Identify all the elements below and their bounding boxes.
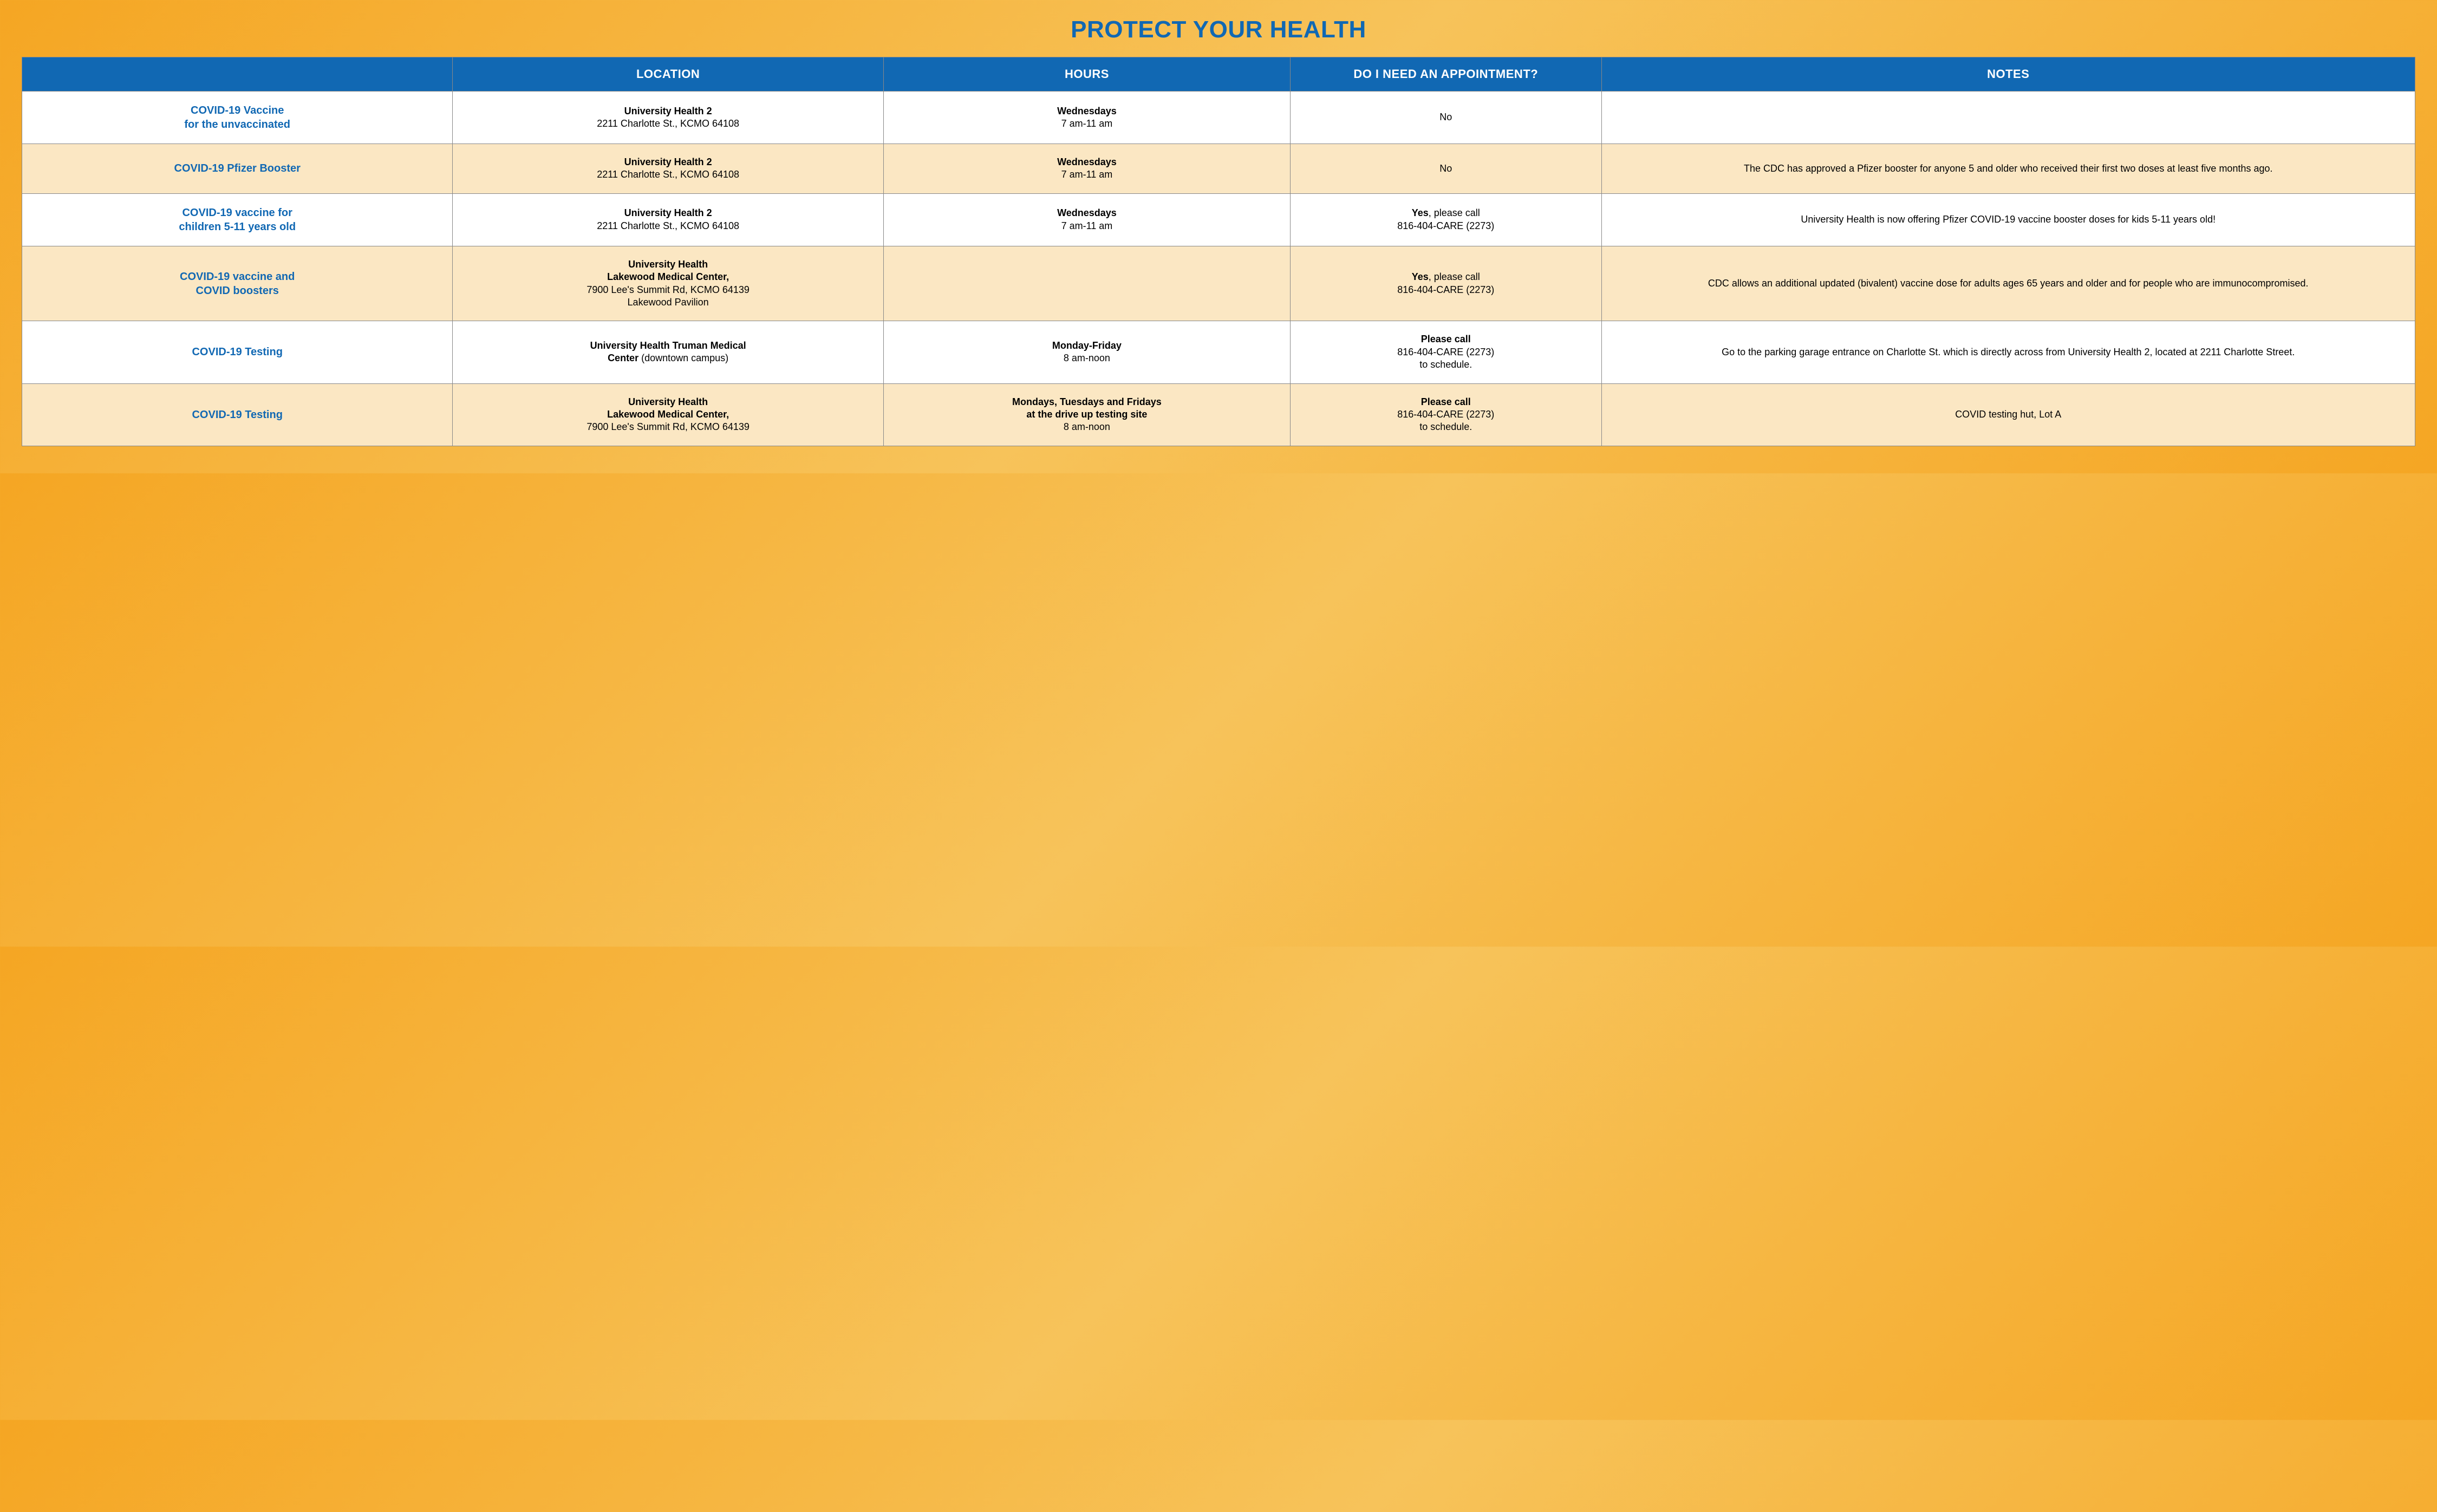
cell-appointment: Please call 816-404-CARE (2273) to sched… — [1291, 321, 1601, 383]
cell-location: University Health 2 2211 Charlotte St., … — [453, 193, 883, 246]
cell-notes: Go to the parking garage entrance on Cha… — [1601, 321, 2415, 383]
cell-service: COVID-19 Pfizer Booster — [22, 144, 453, 194]
cell-notes: The CDC has approved a Pfizer booster fo… — [1601, 144, 2415, 194]
table-row: COVID-19 Testing University Health Lakew… — [22, 383, 2415, 446]
cell-appointment: Please call 816-404-CARE (2273) to sched… — [1291, 383, 1601, 446]
col-header-notes: NOTES — [1601, 57, 2415, 92]
cell-notes: CDC allows an additional updated (bivale… — [1601, 246, 2415, 321]
cell-hours: Monday-Friday 8 am-noon — [883, 321, 1290, 383]
table-body: COVID-19 Vaccine for the unvaccinated Un… — [22, 92, 2415, 446]
col-header-hours: HOURS — [883, 57, 1290, 92]
cell-appointment: No — [1291, 144, 1601, 194]
cell-notes: University Health is now offering Pfizer… — [1601, 193, 2415, 246]
table-row: COVID-19 vaccine and COVID boosters Univ… — [22, 246, 2415, 321]
cell-notes — [1601, 92, 2415, 144]
col-header-location: LOCATION — [453, 57, 883, 92]
cell-service: COVID-19 vaccine for children 5-11 years… — [22, 193, 453, 246]
table-row: COVID-19 Testing University Health Truma… — [22, 321, 2415, 383]
cell-location: University Health 2 2211 Charlotte St., … — [453, 92, 883, 144]
cell-hours: Mondays, Tuesdays and Fridays at the dri… — [883, 383, 1290, 446]
cell-appointment: Yes, please call 816-404-CARE (2273) — [1291, 193, 1601, 246]
cell-notes: COVID testing hut, Lot A — [1601, 383, 2415, 446]
cell-location: University Health 2 2211 Charlotte St., … — [453, 144, 883, 194]
table-row: COVID-19 Vaccine for the unvaccinated Un… — [22, 92, 2415, 144]
cell-service: COVID-19 Testing — [22, 383, 453, 446]
table-header-row: LOCATION HOURS DO I NEED AN APPOINTMENT?… — [22, 57, 2415, 92]
cell-hours: Wednesdays 7 am-11 am — [883, 193, 1290, 246]
health-info-table: LOCATION HOURS DO I NEED AN APPOINTMENT?… — [22, 57, 2415, 446]
col-header-service — [22, 57, 453, 92]
cell-service: COVID-19 vaccine and COVID boosters — [22, 246, 453, 321]
cell-appointment: Yes, please call 816-404-CARE (2273) — [1291, 246, 1601, 321]
table-row: COVID-19 vaccine for children 5-11 years… — [22, 193, 2415, 246]
cell-hours — [883, 246, 1290, 321]
cell-service: COVID-19 Testing — [22, 321, 453, 383]
table-row: COVID-19 Pfizer Booster University Healt… — [22, 144, 2415, 194]
col-header-appointment: DO I NEED AN APPOINTMENT? — [1291, 57, 1601, 92]
cell-location: University Health Lakewood Medical Cente… — [453, 246, 883, 321]
cell-appointment: No — [1291, 92, 1601, 144]
cell-service: COVID-19 Vaccine for the unvaccinated — [22, 92, 453, 144]
cell-hours: Wednesdays 7 am-11 am — [883, 144, 1290, 194]
cell-location: University Health Truman Medical Center … — [453, 321, 883, 383]
cell-location: University Health Lakewood Medical Cente… — [453, 383, 883, 446]
cell-hours: Wednesdays 7 am-11 am — [883, 92, 1290, 144]
page-title: PROTECT YOUR HEALTH — [22, 16, 2415, 43]
